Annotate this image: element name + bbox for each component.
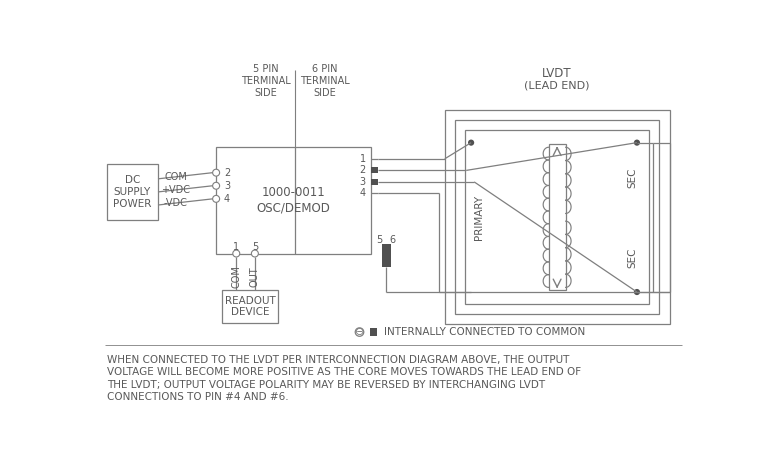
Text: 6 PIN
TERMINAL
SIDE: 6 PIN TERMINAL SIDE: [300, 64, 349, 98]
Text: (LEAD END): (LEAD END): [525, 81, 590, 91]
Bar: [382, 244, 390, 267]
Circle shape: [213, 196, 220, 202]
Text: COM: COM: [164, 172, 187, 182]
Text: 1000-0011
OSC/DEMOD: 1000-0011 OSC/DEMOD: [257, 187, 330, 214]
Text: 2: 2: [224, 168, 230, 178]
Text: VOLTAGE WILL BECOME MORE POSITIVE AS THE CORE MOVES TOWARDS THE LEAD END OF: VOLTAGE WILL BECOME MORE POSITIVE AS THE…: [107, 368, 581, 377]
Circle shape: [233, 250, 240, 257]
Circle shape: [356, 328, 364, 337]
Bar: [216, 147, 371, 253]
Text: SEC: SEC: [627, 167, 637, 188]
Text: WHEN CONNECTED TO THE LVDT PER INTERCONNECTION DIAGRAM ABOVE, THE OUTPUT: WHEN CONNECTED TO THE LVDT PER INTERCONN…: [107, 355, 569, 365]
Circle shape: [468, 140, 474, 146]
Bar: [548, 144, 566, 290]
Text: 4: 4: [224, 194, 230, 204]
Circle shape: [213, 169, 220, 176]
Text: 6: 6: [390, 235, 396, 245]
Text: CONNECTIONS TO PIN #4 AND #6.: CONNECTIONS TO PIN #4 AND #6.: [107, 392, 289, 402]
Circle shape: [634, 289, 640, 295]
Text: LVDT: LVDT: [542, 67, 572, 80]
Text: OUT: OUT: [250, 266, 260, 287]
Bar: [445, 110, 670, 324]
Text: COM: COM: [231, 265, 241, 288]
Text: 3: 3: [359, 177, 366, 187]
Circle shape: [251, 250, 258, 257]
Text: 2: 2: [359, 165, 366, 175]
Text: +VDC: +VDC: [161, 185, 190, 196]
Text: 4: 4: [359, 188, 366, 198]
Text: THE LVDT; OUTPUT VOLTAGE POLARITY MAY BE REVERSED BY INTERCHANGING LVDT: THE LVDT; OUTPUT VOLTAGE POLARITY MAY BE…: [107, 380, 545, 390]
Text: 5: 5: [252, 242, 258, 251]
Text: READOUT
DEVICE: READOUT DEVICE: [225, 296, 276, 317]
Bar: [369, 328, 377, 336]
Bar: [222, 290, 278, 323]
Text: 3: 3: [224, 181, 230, 191]
Text: 5 PIN
TERMINAL
SIDE: 5 PIN TERMINAL SIDE: [241, 64, 290, 98]
Text: 1: 1: [233, 242, 240, 251]
Text: -VDC: -VDC: [164, 198, 187, 209]
Text: PRIMARY: PRIMARY: [474, 195, 484, 240]
Text: SEC: SEC: [627, 247, 637, 267]
Text: ⊖: ⊖: [355, 327, 364, 337]
Bar: [455, 120, 660, 314]
Circle shape: [213, 182, 220, 189]
Bar: [371, 179, 378, 185]
Text: INTERNALLY CONNECTED TO COMMON: INTERNALLY CONNECTED TO COMMON: [384, 327, 585, 337]
Bar: [107, 164, 158, 219]
Text: DC
SUPPLY
POWER: DC SUPPLY POWER: [113, 175, 151, 209]
Bar: [371, 167, 378, 173]
Circle shape: [634, 140, 640, 146]
Text: 5: 5: [376, 235, 382, 245]
Bar: [465, 130, 650, 305]
Text: 1: 1: [359, 154, 366, 164]
